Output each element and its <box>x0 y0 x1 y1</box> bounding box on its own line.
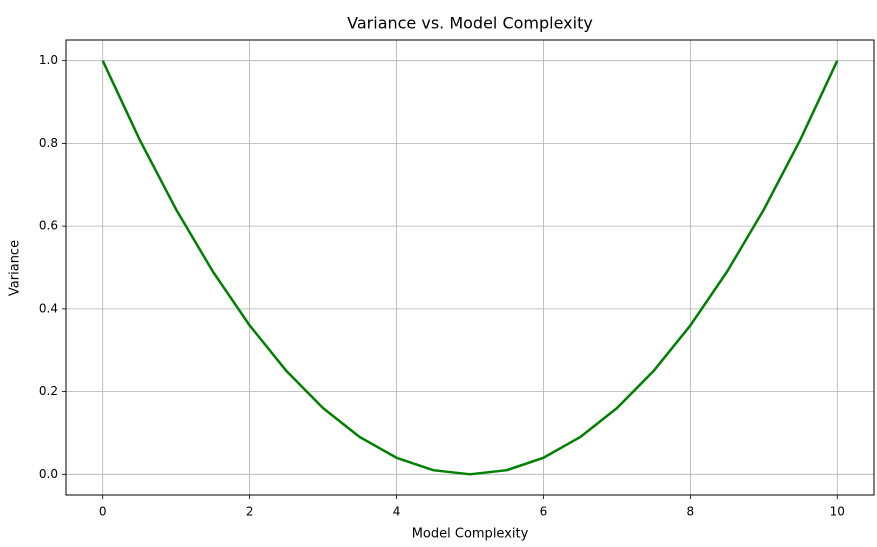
x-tick-label: 4 <box>393 505 401 519</box>
plot-frame <box>65 39 875 496</box>
y-tick-label: 0.4 <box>39 301 58 315</box>
y-tick-label: 0.0 <box>39 467 58 481</box>
y-tick-label: 0.6 <box>39 219 58 233</box>
y-tick-label: 0.2 <box>39 384 58 398</box>
x-tick-label: 0 <box>99 505 107 519</box>
line <box>101 60 839 476</box>
x-tick-label: 2 <box>246 505 254 519</box>
x-tick-label: 10 <box>830 505 845 519</box>
x-tick-label: 8 <box>687 505 695 519</box>
y-axis-label: Variance <box>8 240 23 296</box>
x-tick-label: 6 <box>540 505 548 519</box>
x-axis-label: Model Complexity <box>412 527 529 542</box>
y-tick-label: 0.8 <box>39 136 58 150</box>
y-tick-label: 1.0 <box>39 53 58 67</box>
chart-title: Variance vs. Model Complexity <box>347 14 593 33</box>
